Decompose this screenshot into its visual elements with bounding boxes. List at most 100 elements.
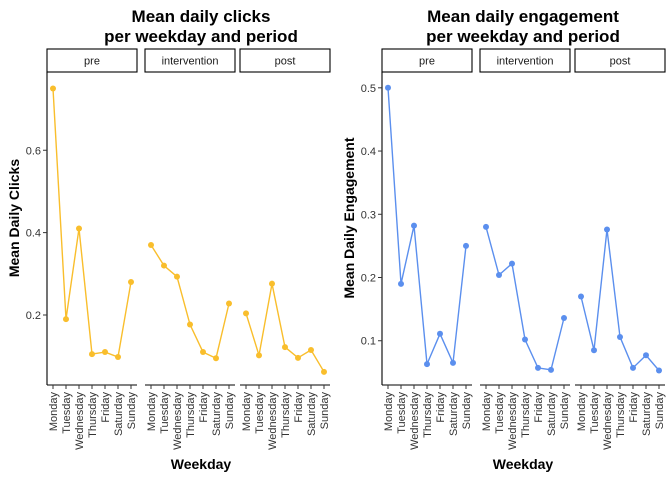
data-point-pre-tuesday xyxy=(63,316,69,323)
x-tick-label: Friday xyxy=(198,392,210,423)
data-point-pre-saturday xyxy=(115,353,121,360)
x-tick-label: Wednesday xyxy=(602,392,614,450)
data-point-post-tuesday xyxy=(256,352,262,359)
series-line-pre xyxy=(387,87,467,366)
x-tick-label: Friday xyxy=(628,392,640,423)
facet-label: pre xyxy=(84,56,100,68)
x-tick-label: Wednesday xyxy=(74,392,86,450)
x-tick-label: Friday xyxy=(435,392,447,423)
y-tick-label: 0.4 xyxy=(26,228,41,240)
x-tick-label: Friday xyxy=(100,392,112,423)
data-point-pre-tuesday xyxy=(398,280,404,287)
data-point-intervention-monday xyxy=(483,223,489,230)
chart-title-line-1: Mean daily clicks xyxy=(132,7,271,26)
data-point-post-saturday xyxy=(643,352,649,359)
x-tick-label: Saturday xyxy=(211,392,223,437)
x-tick-label: Sunday xyxy=(126,392,138,430)
data-point-intervention-thursday xyxy=(187,321,193,328)
facet-strip xyxy=(239,48,331,73)
facet-strip xyxy=(381,48,473,73)
data-point-intervention-wednesday xyxy=(174,273,180,280)
data-point-intervention-sunday xyxy=(226,300,232,307)
data-point-pre-wednesday xyxy=(76,225,82,232)
data-point-post-sunday xyxy=(656,367,662,374)
x-tick-label: Saturday xyxy=(113,392,125,437)
facet-strip xyxy=(574,48,666,73)
x-tick-label: Wednesday xyxy=(409,392,421,450)
facet-label: post xyxy=(610,56,631,68)
data-point-post-friday xyxy=(295,354,301,361)
data-point-pre-thursday xyxy=(424,361,430,368)
facet-strip xyxy=(46,48,138,73)
y-tick-label: 0.6 xyxy=(26,145,41,157)
data-point-post-saturday xyxy=(308,346,314,353)
series-line-intervention xyxy=(485,226,565,371)
x-tick-label: Monday xyxy=(146,392,158,432)
x-tick-label: Monday xyxy=(241,392,253,432)
data-point-pre-monday xyxy=(385,84,391,91)
x-tick-label: Sunday xyxy=(654,392,666,430)
data-point-pre-friday xyxy=(102,349,108,356)
data-point-pre-wednesday xyxy=(411,222,417,229)
x-tick-label: Friday xyxy=(533,392,545,423)
x-tick-label: Monday xyxy=(48,392,60,432)
data-point-intervention-friday xyxy=(200,349,206,356)
x-tick-label: Thursday xyxy=(87,392,99,438)
data-point-pre-thursday xyxy=(89,351,95,358)
data-point-post-wednesday xyxy=(269,280,275,287)
x-tick-label: Tuesday xyxy=(396,392,408,434)
x-tick-label: Thursday xyxy=(422,392,434,438)
data-point-post-thursday xyxy=(282,344,288,351)
data-point-intervention-friday xyxy=(535,364,541,371)
x-tick-label: Saturday xyxy=(546,392,558,437)
data-point-post-monday xyxy=(243,310,249,317)
x-tick-label: Thursday xyxy=(615,392,627,438)
data-point-pre-friday xyxy=(437,330,443,337)
data-point-intervention-wednesday xyxy=(509,260,515,267)
facet-label: pre xyxy=(419,56,435,68)
x-tick-label: Tuesday xyxy=(254,392,266,434)
y-tick-label: 0.1 xyxy=(361,336,376,348)
x-tick-label: Friday xyxy=(293,392,305,423)
x-tick-label: Sunday xyxy=(319,392,331,430)
x-tick-label: Tuesday xyxy=(159,392,171,434)
x-tick-label: Monday xyxy=(481,392,493,432)
data-point-post-sunday xyxy=(321,368,327,375)
facet-strip xyxy=(144,48,236,73)
x-tick-label: Sunday xyxy=(461,392,473,430)
data-point-intervention-sunday xyxy=(561,314,567,321)
chart-title-line-1: Mean daily engagement xyxy=(427,7,619,26)
data-point-post-tuesday xyxy=(591,347,597,354)
series-line-intervention xyxy=(150,244,230,360)
x-axis-title: Weekday xyxy=(493,456,554,472)
chart-title-line-2: per weekday and period xyxy=(104,27,298,46)
data-point-post-monday xyxy=(578,293,584,300)
x-tick-label: Saturday xyxy=(448,392,460,437)
facet-label: post xyxy=(275,56,296,68)
y-tick-label: 0.2 xyxy=(26,310,41,322)
y-axis-title: Mean Daily Engagement xyxy=(341,137,357,298)
x-tick-label: Thursday xyxy=(280,392,292,438)
x-axis-title: Weekday xyxy=(171,456,232,472)
x-tick-label: Monday xyxy=(576,392,588,432)
data-point-intervention-saturday xyxy=(548,366,554,373)
data-point-pre-sunday xyxy=(128,279,134,286)
x-tick-label: Wednesday xyxy=(172,392,184,450)
series-line-post xyxy=(245,283,325,373)
data-point-intervention-saturday xyxy=(213,355,219,362)
x-tick-label: Thursday xyxy=(520,392,532,438)
data-point-intervention-monday xyxy=(148,241,154,248)
data-point-pre-sunday xyxy=(463,242,469,249)
facet-label: intervention xyxy=(162,56,219,68)
data-point-pre-monday xyxy=(50,85,56,92)
x-tick-label: Saturday xyxy=(306,392,318,437)
x-tick-label: Sunday xyxy=(224,392,236,430)
x-tick-label: Thursday xyxy=(185,392,197,438)
x-tick-label: Tuesday xyxy=(61,392,73,434)
data-point-post-friday xyxy=(630,364,636,371)
y-tick-label: 0.4 xyxy=(361,146,376,158)
chart-title-line-2: per weekday and period xyxy=(426,27,620,46)
